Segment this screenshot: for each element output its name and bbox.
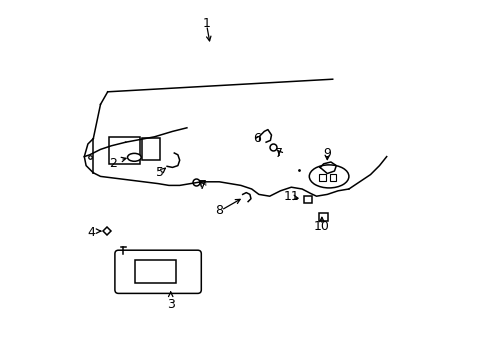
Text: 6: 6 [253,132,261,145]
Text: 9: 9 [323,147,330,159]
Text: m: m [199,181,206,186]
FancyBboxPatch shape [134,260,176,283]
FancyBboxPatch shape [115,250,201,293]
Text: 7: 7 [274,147,282,159]
Text: 2: 2 [109,157,117,170]
Text: 11: 11 [283,190,299,203]
Text: 10: 10 [313,220,329,233]
FancyBboxPatch shape [109,137,140,164]
FancyBboxPatch shape [318,213,327,221]
Text: 7: 7 [199,179,207,192]
Text: 1: 1 [203,17,210,30]
Text: 3: 3 [166,298,174,311]
FancyBboxPatch shape [142,138,160,160]
FancyBboxPatch shape [303,196,311,203]
FancyBboxPatch shape [318,174,325,181]
FancyBboxPatch shape [329,174,336,181]
Text: 8: 8 [215,204,223,217]
Text: 4: 4 [87,226,95,239]
Text: 5: 5 [156,166,163,179]
Ellipse shape [309,165,348,188]
Ellipse shape [127,153,141,161]
